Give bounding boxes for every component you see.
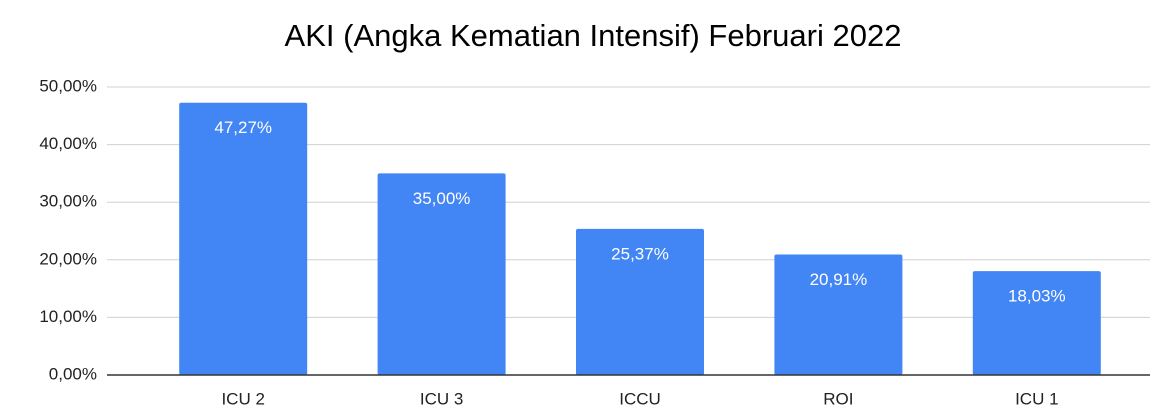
bar: [774, 254, 903, 375]
value-label: 20,91%: [810, 270, 868, 289]
y-tick-label: 10,00%: [39, 307, 97, 326]
x-tick-label: ICU 1: [1015, 389, 1058, 408]
bar: [972, 271, 1101, 375]
value-label: 18,03%: [1008, 287, 1066, 306]
y-tick-label: 40,00%: [39, 134, 97, 153]
x-tick-label: ICCU: [619, 389, 661, 408]
x-tick-label: ICU 2: [221, 389, 264, 408]
chart-title: AKI (Angka Kematian Intensif) Februari 2…: [285, 18, 902, 53]
value-label: 35,00%: [413, 189, 471, 208]
y-tick-label: 50,00%: [39, 76, 97, 95]
value-label: 47,27%: [214, 118, 272, 137]
value-label: 25,37%: [611, 244, 669, 263]
bar: [576, 228, 704, 375]
bar: [179, 102, 308, 376]
y-tick-label: 0,00%: [49, 364, 97, 383]
bar: [377, 173, 506, 375]
x-tick-label: ICU 3: [420, 389, 463, 408]
y-tick-label: 20,00%: [39, 249, 97, 268]
x-tick-label: ROI: [823, 389, 853, 408]
y-tick-label: 30,00%: [39, 192, 97, 211]
